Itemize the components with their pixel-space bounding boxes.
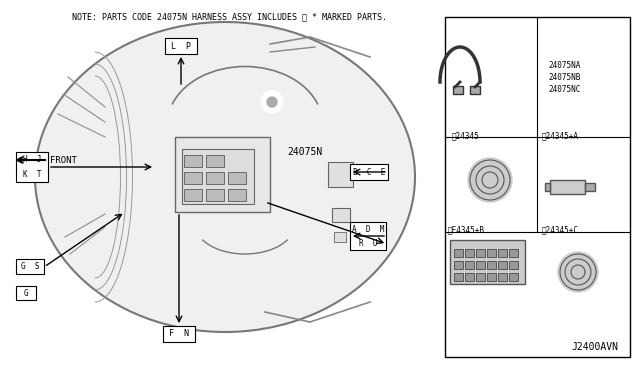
Text: A  D  M: A D M — [352, 224, 384, 234]
Text: FRONT: FRONT — [50, 155, 77, 164]
Bar — [476, 273, 485, 281]
Bar — [334, 232, 346, 242]
Text: K  T: K T — [23, 170, 41, 179]
Bar — [550, 180, 585, 194]
Text: 24075NC: 24075NC — [548, 84, 580, 93]
Bar — [509, 261, 518, 269]
Bar — [454, 261, 463, 269]
Bar — [206, 172, 224, 184]
Bar — [350, 222, 386, 250]
Text: B  C  E: B C E — [353, 167, 385, 176]
Text: G: G — [24, 289, 28, 298]
Bar — [498, 273, 507, 281]
Text: 24075N: 24075N — [287, 147, 323, 157]
Bar — [16, 259, 44, 274]
Text: G  S: G S — [20, 262, 39, 271]
Bar — [545, 183, 550, 191]
Text: F  N: F N — [169, 330, 189, 339]
Text: 24075NB: 24075NB — [548, 73, 580, 81]
Bar — [498, 249, 507, 257]
Bar — [445, 17, 630, 357]
Circle shape — [558, 252, 598, 292]
Bar — [206, 189, 224, 201]
Bar — [16, 286, 36, 300]
Text: ※24345+A: ※24345+A — [542, 131, 579, 140]
Bar — [350, 164, 388, 180]
Bar — [165, 38, 197, 54]
Circle shape — [468, 158, 512, 202]
Bar — [16, 152, 48, 182]
Text: ※24345: ※24345 — [452, 131, 480, 140]
Bar — [206, 155, 224, 167]
Text: NOTE: PARTS CODE 24075N HARNESS ASSY INCLUDES ※ * MARKED PARTS.: NOTE: PARTS CODE 24075N HARNESS ASSY INC… — [72, 13, 387, 22]
Bar — [454, 273, 463, 281]
Bar — [228, 172, 246, 184]
Ellipse shape — [35, 22, 415, 332]
Circle shape — [261, 91, 283, 113]
Text: ※E4345+B: ※E4345+B — [448, 225, 485, 234]
Bar — [184, 172, 202, 184]
Text: 24075NA: 24075NA — [548, 61, 580, 70]
Bar — [509, 249, 518, 257]
Bar — [465, 261, 474, 269]
Text: R  U: R U — [359, 238, 377, 247]
Bar — [175, 137, 270, 212]
Bar — [182, 149, 254, 204]
Text: H  J: H J — [23, 155, 41, 164]
Bar — [585, 183, 595, 191]
Bar — [453, 86, 463, 94]
Text: ※24345+C: ※24345+C — [542, 225, 579, 234]
Bar — [470, 86, 480, 94]
Bar — [487, 273, 496, 281]
Bar — [498, 261, 507, 269]
Bar — [228, 189, 246, 201]
Text: L  P: L P — [171, 42, 191, 51]
Bar — [332, 208, 350, 222]
Bar — [454, 249, 463, 257]
Bar — [184, 189, 202, 201]
Bar — [465, 273, 474, 281]
Bar — [509, 273, 518, 281]
Bar — [184, 155, 202, 167]
Bar — [465, 249, 474, 257]
Bar — [487, 249, 496, 257]
Text: J2400AVN: J2400AVN — [572, 342, 618, 352]
Bar — [476, 261, 485, 269]
Circle shape — [267, 97, 277, 107]
Bar — [450, 240, 525, 284]
Bar — [476, 249, 485, 257]
Bar — [163, 326, 195, 342]
Bar — [328, 162, 353, 187]
Bar — [487, 261, 496, 269]
